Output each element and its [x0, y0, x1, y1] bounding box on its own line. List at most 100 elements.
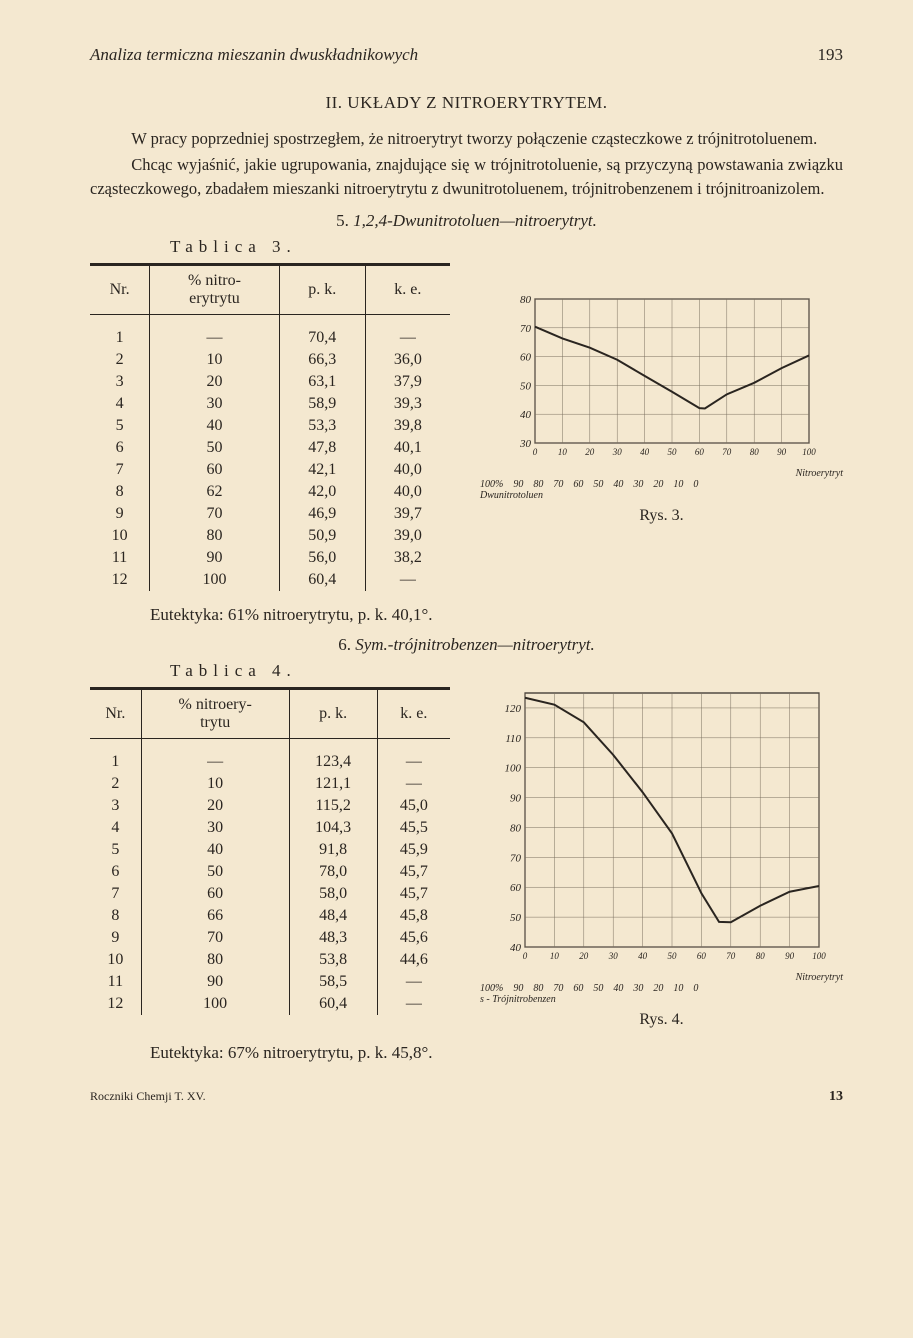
table-cell: 8: [90, 905, 141, 927]
table-cell: 39,3: [365, 393, 450, 415]
table-cell: 3: [90, 371, 150, 393]
paragraph-2: Chcąc wyjaśnić, jakie ugrupowania, znajd…: [90, 153, 843, 201]
svg-text:80: 80: [520, 294, 532, 306]
svg-text:100: 100: [802, 447, 816, 457]
sub5-title: 1,2,4-Dwunitrotoluen—nitroerytryt.: [353, 211, 597, 230]
table-cell: 20: [150, 371, 280, 393]
table-cell: 50,9: [279, 525, 365, 547]
table-row: 76042,140,0: [90, 459, 450, 481]
t4-h1: Nr.: [90, 688, 141, 738]
svg-text:70: 70: [510, 852, 522, 864]
table-cell: —: [377, 993, 450, 1015]
table-cell: 53,8: [289, 949, 377, 971]
table-cell: 80: [150, 525, 280, 547]
eutektyka-3: Eutektyka: 61% nitroerytrytu, p. k. 40,1…: [150, 605, 843, 625]
table-row: 108053,844,6: [90, 949, 450, 971]
table-cell: 37,9: [365, 371, 450, 393]
table3-and-chart3-row: Nr. % nitro- erytrytu p. k. k. e. 1—70,4…: [90, 263, 843, 591]
svg-text:10: 10: [557, 447, 567, 457]
subsection-5-title: 5. 1,2,4-Dwunitrotoluen—nitroerytryt.: [90, 211, 843, 231]
table-cell: 58,5: [289, 971, 377, 993]
table-cell: 45,7: [377, 883, 450, 905]
table-cell: 53,3: [279, 415, 365, 437]
table-cell: 45,5: [377, 817, 450, 839]
table-cell: 50: [141, 861, 289, 883]
table-cell: 11: [90, 547, 150, 569]
chart-4: 4050607080901001101200102030405060708090…: [480, 687, 843, 1029]
table-row: 1—70,4—: [90, 327, 450, 349]
t4-h3: p. k.: [289, 688, 377, 738]
table-cell: 66: [141, 905, 289, 927]
table-cell: 46,9: [279, 503, 365, 525]
table-cell: 91,8: [289, 839, 377, 861]
table-cell: 8: [90, 481, 150, 503]
table-3: Nr. % nitro- erytrytu p. k. k. e. 1—70,4…: [90, 263, 450, 591]
table-cell: 115,2: [289, 795, 377, 817]
table-cell: 48,4: [289, 905, 377, 927]
table-cell: 60,4: [279, 569, 365, 591]
svg-text:30: 30: [607, 951, 618, 961]
svg-text:0: 0: [532, 447, 537, 457]
table-row: 54091,845,9: [90, 839, 450, 861]
table-row: 1210060,4—: [90, 993, 450, 1015]
svg-text:70: 70: [722, 447, 732, 457]
table-row: 97046,939,7: [90, 503, 450, 525]
table-3-label: Tablica 3.: [170, 237, 843, 257]
table-cell: 40: [150, 415, 280, 437]
svg-text:20: 20: [585, 447, 595, 457]
table-cell: 45,0: [377, 795, 450, 817]
table-cell: 50: [150, 437, 280, 459]
table-cell: 60,4: [289, 993, 377, 1015]
table-cell: 10: [141, 773, 289, 795]
table-cell: —: [141, 751, 289, 773]
table-cell: —: [365, 327, 450, 349]
table-cell: 121,1: [289, 773, 377, 795]
table-4-label: Tablica 4.: [170, 661, 843, 681]
paragraph-1: W pracy poprzedniej spostrzegłem, że nit…: [90, 127, 843, 151]
table-cell: 36,0: [365, 349, 450, 371]
chart-3-svg: 3040506070800102030405060708090100: [507, 293, 817, 463]
table-cell: 2: [90, 349, 150, 371]
t3-h4: k. e.: [365, 264, 450, 314]
svg-text:120: 120: [504, 703, 521, 715]
section-title: II. UKŁADY Z NITROERYTRYTEM.: [90, 93, 843, 113]
table-cell: 70: [141, 927, 289, 949]
subsection-6-title: 6. Sym.-trójnitrobenzen—nitroerytryt.: [90, 635, 843, 655]
sub5-num: 5.: [336, 211, 349, 230]
svg-text:100: 100: [504, 762, 521, 774]
t3-h3: p. k.: [279, 264, 365, 314]
chart-3-axis-labels: Nitroerytryt100% 90 80 70 60 50 40 30 20…: [480, 468, 843, 501]
table-cell: 9: [90, 927, 141, 949]
table-cell: 63,1: [279, 371, 365, 393]
chart-4-axis-labels: Nitroerytryt100% 90 80 70 60 50 40 30 20…: [480, 972, 843, 1005]
table-cell: 66,3: [279, 349, 365, 371]
table-cell: 70: [150, 503, 280, 525]
table-cell: 78,0: [289, 861, 377, 883]
svg-text:60: 60: [696, 951, 706, 961]
table-row: 65078,045,7: [90, 861, 450, 883]
table-cell: 4: [90, 817, 141, 839]
table-row: 21066,336,0: [90, 349, 450, 371]
table-cell: 70,4: [279, 327, 365, 349]
table-cell: 45,6: [377, 927, 450, 949]
table-row: 320115,245,0: [90, 795, 450, 817]
table-cell: 60: [150, 459, 280, 481]
svg-text:90: 90: [785, 951, 795, 961]
svg-text:40: 40: [520, 409, 532, 421]
table-4: Nr. % nitroery- trytu p. k. k. e. 1—123,…: [90, 687, 450, 1015]
table-row: 43058,939,3: [90, 393, 450, 415]
table-cell: 56,0: [279, 547, 365, 569]
table-cell: —: [377, 751, 450, 773]
svg-text:30: 30: [519, 438, 532, 450]
table-cell: 30: [141, 817, 289, 839]
table-cell: 3: [90, 795, 141, 817]
chart-3: 3040506070800102030405060708090100 Nitro…: [480, 263, 843, 525]
table-cell: 12: [90, 569, 150, 591]
table-cell: —: [377, 773, 450, 795]
table-cell: 58,9: [279, 393, 365, 415]
svg-text:70: 70: [520, 323, 532, 335]
table-cell: 10: [90, 949, 141, 971]
table-row: 1—123,4—: [90, 751, 450, 773]
table-cell: 38,2: [365, 547, 450, 569]
table-cell: 44,6: [377, 949, 450, 971]
